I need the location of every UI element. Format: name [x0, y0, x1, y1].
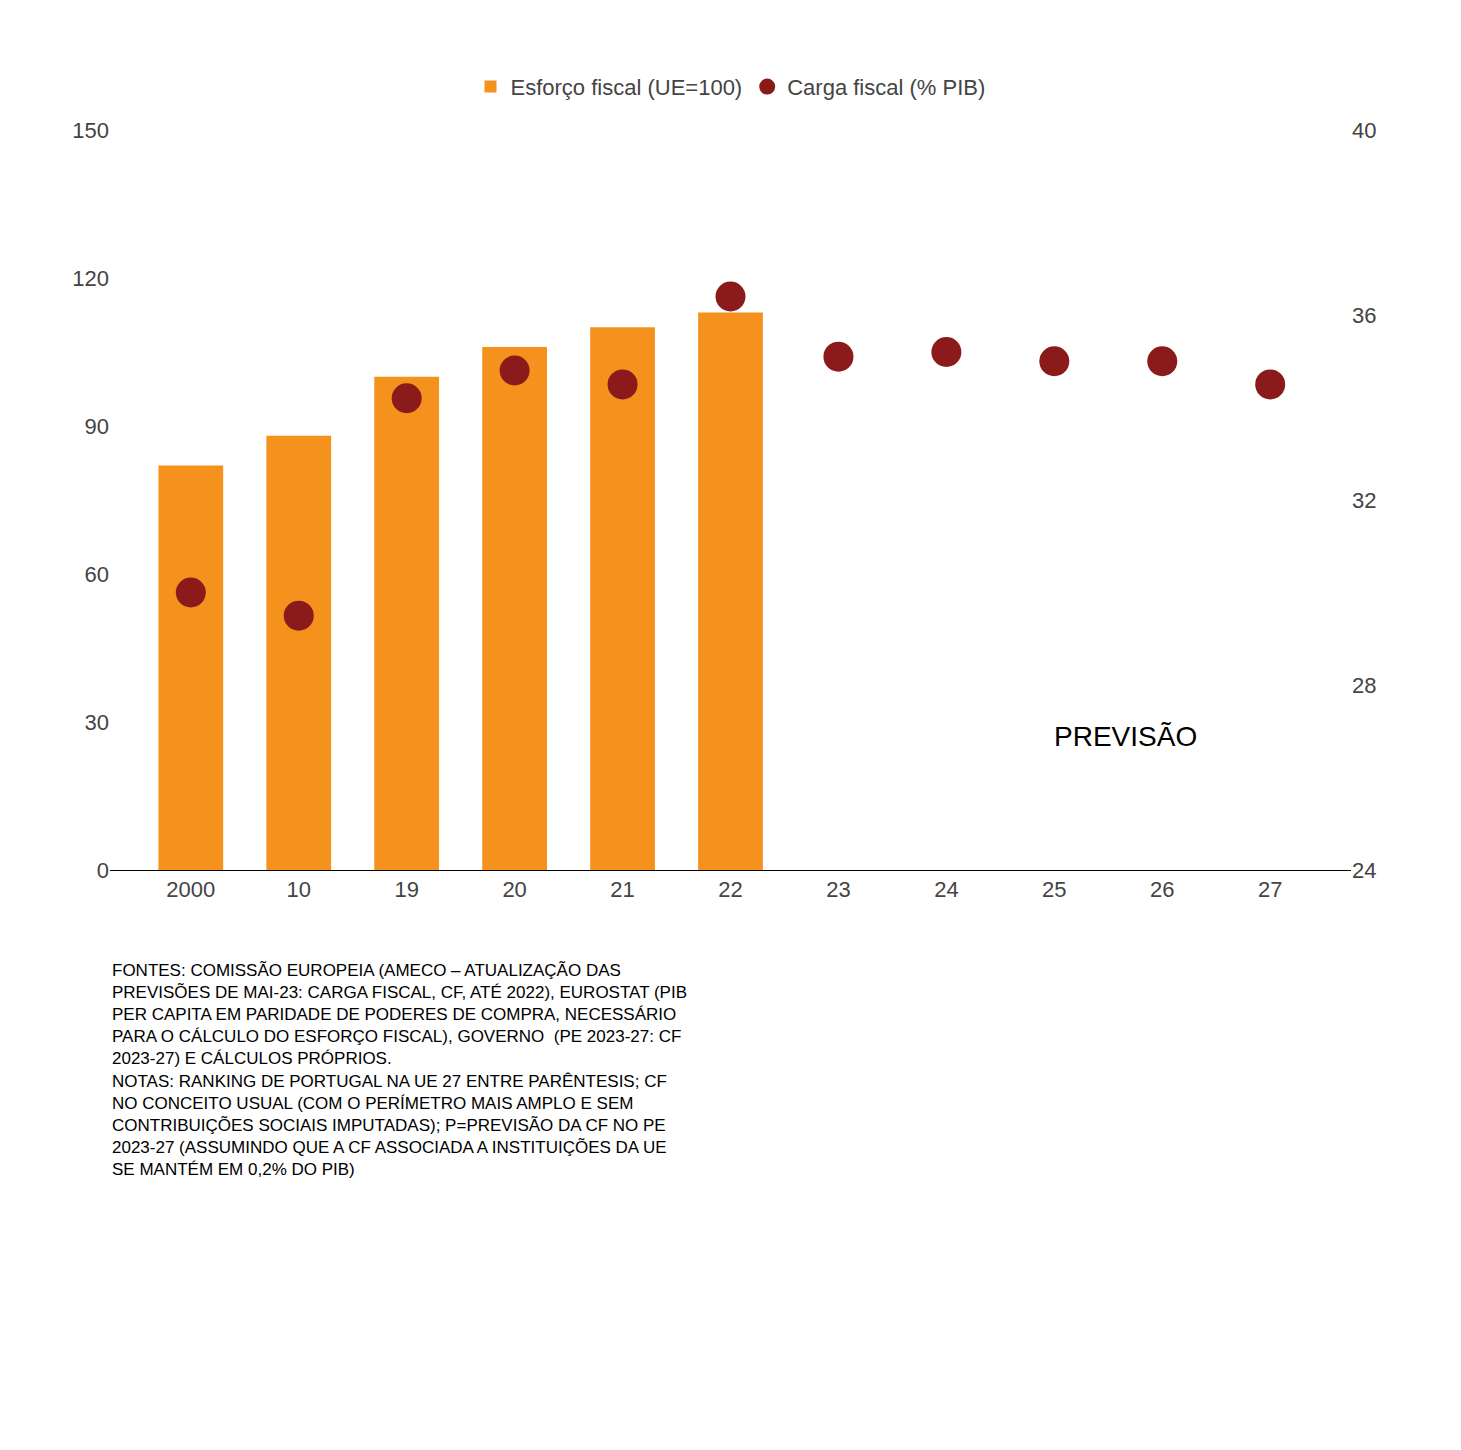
svg-text:Esforço fiscal (UE=100): Esforço fiscal (UE=100): [511, 75, 743, 100]
svg-text:40: 40: [1352, 118, 1376, 143]
svg-text:25: 25: [1042, 877, 1066, 902]
svg-text:32: 32: [1352, 488, 1376, 513]
svg-text:26: 26: [1150, 877, 1174, 902]
svg-text:90: 90: [85, 414, 109, 439]
svg-text:PREVISÃO: PREVISÃO: [1054, 721, 1197, 752]
svg-text:19: 19: [394, 877, 418, 902]
svg-text:30: 30: [85, 710, 109, 735]
svg-text:0: 0: [97, 858, 109, 883]
svg-text:24: 24: [1352, 858, 1376, 883]
svg-text:FONTES: COMISSÃO EUROPEIA (AME: FONTES: COMISSÃO EUROPEIA (AMECO – ATUAL…: [112, 961, 687, 1179]
svg-text:28: 28: [1352, 673, 1376, 698]
svg-text:23: 23: [826, 877, 850, 902]
svg-text:21: 21: [610, 877, 634, 902]
svg-text:27: 27: [1258, 877, 1282, 902]
svg-text:36: 36: [1352, 303, 1376, 328]
svg-text:22: 22: [718, 877, 742, 902]
svg-text:120: 120: [72, 266, 109, 291]
svg-text:60: 60: [85, 562, 109, 587]
svg-text:Carga fiscal (% PIB): Carga fiscal (% PIB): [787, 75, 985, 100]
svg-text:150: 150: [72, 118, 109, 143]
svg-text:10: 10: [286, 877, 310, 902]
svg-text:2000: 2000: [166, 877, 215, 902]
svg-text:20: 20: [502, 877, 526, 902]
svg-text:24: 24: [934, 877, 958, 902]
